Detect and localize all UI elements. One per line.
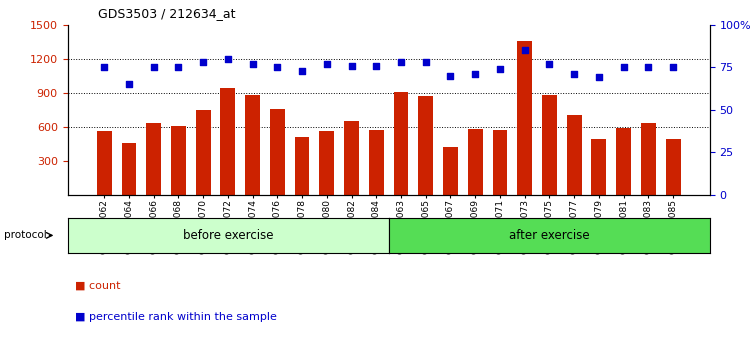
Bar [319, 131, 334, 195]
Bar [394, 92, 409, 195]
Text: GDS3503 / 212634_at: GDS3503 / 212634_at [98, 7, 235, 20]
Point [345, 63, 357, 68]
Point [395, 59, 407, 65]
Text: ■ count: ■ count [75, 280, 121, 290]
Text: ■ percentile rank within the sample: ■ percentile rank within the sample [75, 312, 277, 322]
Bar [146, 123, 161, 195]
Point [445, 73, 457, 79]
Bar [468, 129, 483, 195]
Point [370, 63, 382, 68]
Bar [196, 110, 210, 195]
Point [544, 61, 556, 67]
Point [296, 68, 308, 74]
Bar [665, 139, 680, 195]
Point [123, 81, 135, 87]
Point [321, 61, 333, 67]
Bar [245, 95, 260, 195]
Bar [617, 128, 631, 195]
Bar [443, 147, 458, 195]
Bar [592, 139, 606, 195]
Bar [171, 126, 185, 195]
Bar [221, 88, 235, 195]
Bar [517, 41, 532, 195]
Bar [641, 123, 656, 195]
Point [593, 75, 605, 80]
Bar [567, 115, 581, 195]
Point [569, 71, 581, 77]
Bar [122, 143, 137, 195]
Point [271, 64, 283, 70]
Bar [344, 121, 359, 195]
Point [420, 59, 432, 65]
Text: before exercise: before exercise [182, 229, 273, 242]
Bar [97, 131, 112, 195]
Text: after exercise: after exercise [509, 229, 590, 242]
Point [98, 64, 110, 70]
Point [148, 64, 160, 70]
Point [642, 64, 654, 70]
Point [469, 71, 481, 77]
Point [222, 56, 234, 62]
Point [173, 64, 185, 70]
Bar [418, 96, 433, 195]
Point [246, 61, 258, 67]
Bar [493, 130, 508, 195]
Bar [542, 95, 556, 195]
Bar [294, 137, 309, 195]
Point [519, 47, 531, 53]
Point [617, 64, 629, 70]
Bar [270, 109, 285, 195]
Point [197, 59, 209, 65]
Text: protocol: protocol [4, 230, 47, 240]
Point [494, 66, 506, 72]
Bar [369, 130, 384, 195]
Point [667, 64, 679, 70]
